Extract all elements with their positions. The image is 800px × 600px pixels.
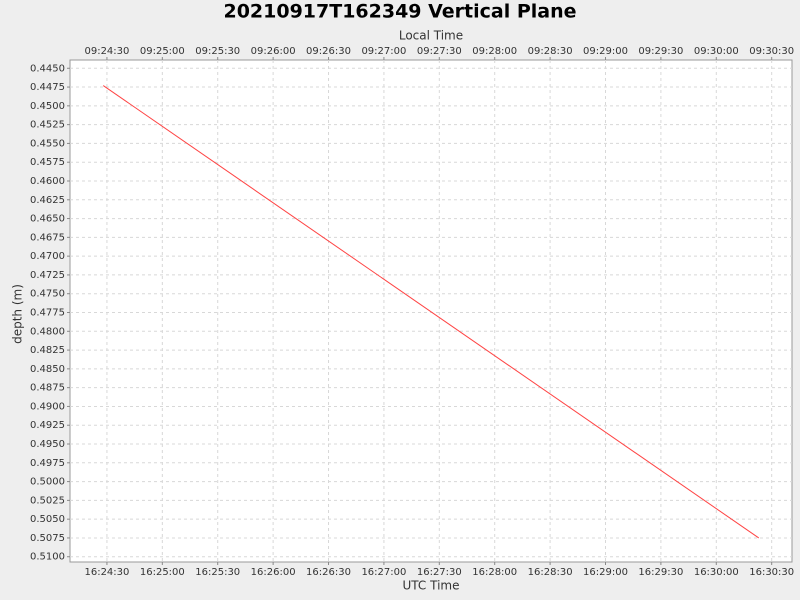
x-tick-label: 16:27:30 [417,567,462,578]
y-tick-label: 0.4800 [30,326,65,337]
y-tick-label: 0.4625 [30,195,65,206]
x-tick-label: 16:26:00 [251,567,296,578]
x2-tick-label: 09:25:30 [195,46,240,57]
x2-tick-label: 09:30:30 [749,46,794,57]
x-tick-label: 16:30:30 [749,567,794,578]
y-tick-label: 0.5050 [30,514,65,525]
y-tick-label: 0.4600 [30,176,65,187]
y-tick-label: 0.4925 [30,420,65,431]
x-tick-label: 16:29:00 [583,567,628,578]
x2-tick-label: 09:30:00 [694,46,739,57]
x-tick-label: 16:28:00 [472,567,517,578]
y-tick-label: 0.4475 [30,82,65,93]
y-tick-label: 0.4825 [30,345,65,356]
x-tick-label: 16:26:30 [306,567,351,578]
x2-tick-label: 09:28:30 [528,46,573,57]
y-tick-label: 0.4500 [30,101,65,112]
y-tick-label: 0.4775 [30,308,65,319]
y-axis-label: depth (m) [11,284,25,344]
y-tick-label: 0.4550 [30,138,65,149]
y-tick-label: 0.5100 [30,552,65,563]
x2-tick-label: 09:27:30 [417,46,462,57]
x-tick-label: 16:24:30 [84,567,129,578]
x2-tick-label: 09:26:00 [251,46,296,57]
x2-tick-label: 09:28:00 [472,46,517,57]
y-tick-label: 0.4650 [30,214,65,225]
x-tick-label: 16:30:00 [694,567,739,578]
x2-tick-label: 09:24:30 [84,46,129,57]
y-tick-label: 0.4525 [30,120,65,131]
y-tick-label: 0.4700 [30,251,65,262]
y-tick-label: 0.4725 [30,270,65,281]
data-line [102,85,760,539]
x2-tick-label: 09:29:00 [583,46,628,57]
y-tick-label: 0.4575 [30,157,65,168]
x-tick-label: 16:28:30 [528,567,573,578]
y-tick-label: 0.4450 [30,63,65,74]
x-tick-label: 16:25:00 [140,567,185,578]
y-tick-label: 0.5000 [30,477,65,488]
y-tick-label: 0.4900 [30,401,65,412]
chart-title: 20210917T162349 Vertical Plane [223,1,576,23]
x-tick-label: 16:25:30 [195,567,240,578]
y-tick-label: 0.4850 [30,364,65,375]
x2-tick-label: 09:25:00 [140,46,185,57]
x2-tick-label: 09:27:00 [361,46,406,57]
y-tick-label: 0.5025 [30,495,65,506]
x2-tick-label: 09:29:30 [638,46,683,57]
x-axis-label: UTC Time [403,579,460,593]
y-tick-label: 0.5075 [30,533,65,544]
y-tick-label: 0.4950 [30,439,65,450]
y-tick-label: 0.4675 [30,232,65,243]
y-tick-label: 0.4875 [30,383,65,394]
x-tick-label: 16:29:30 [638,567,683,578]
y-tick-label: 0.4750 [30,289,65,300]
x-tick-label: 16:27:00 [361,567,406,578]
x2-axis-label: Local Time [399,29,463,43]
y-tick-label: 0.4975 [30,458,65,469]
x2-tick-label: 09:26:30 [306,46,351,57]
